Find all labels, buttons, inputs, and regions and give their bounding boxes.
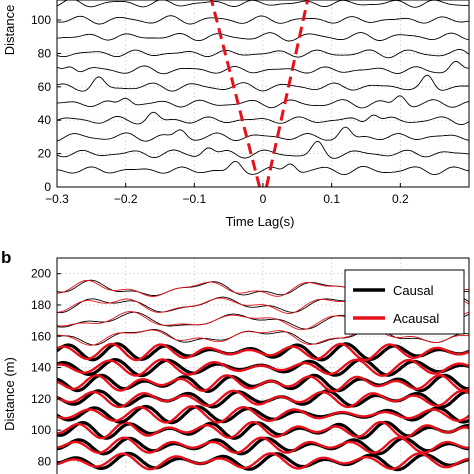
panel-b-acausal-trace bbox=[57, 420, 469, 440]
panel-b-frame bbox=[56, 257, 470, 474]
panel-a-trace bbox=[57, 15, 469, 25]
panel-a-x-tick-label: −0.2 bbox=[114, 192, 138, 206]
legend-box bbox=[344, 269, 465, 335]
legend-acausal-label: Acausal bbox=[393, 311, 439, 326]
panel-a-trace bbox=[57, 95, 469, 109]
panel-a-trace bbox=[57, 0, 469, 8]
panel-a-trace bbox=[57, 32, 469, 42]
panel-b-y-tick-label: 200 bbox=[31, 267, 51, 281]
legend: Causal Acausal bbox=[344, 269, 465, 335]
panel-a-trace bbox=[57, 140, 469, 159]
panel-a-x-tick-label: −0.1 bbox=[182, 192, 206, 206]
panel-b: b 80 100 120 140 160 180 200 Distance (m) Caus… bbox=[1, 248, 470, 474]
panel-b-letter: b bbox=[1, 248, 11, 267]
panel-a-x-tick-label: 0.2 bbox=[392, 192, 409, 206]
panel-a-trace bbox=[57, 160, 469, 176]
panel-a-x-tick-label: 0 bbox=[260, 192, 267, 206]
panel-b-causal-trace bbox=[57, 326, 469, 346]
panel-b-y-tick-label: 120 bbox=[31, 392, 51, 406]
panel-a-y-tick-label: 20 bbox=[38, 147, 52, 161]
panel-b-acausal-trace bbox=[57, 327, 469, 346]
legend-causal-label: Causal bbox=[393, 283, 434, 298]
panel-a-y-tick-label: 60 bbox=[38, 80, 52, 94]
panel-a-ticks: −0.3 −0.2 −0.1 0 0.1 0.2 0 20 40 60 80 100 bbox=[31, 13, 409, 206]
panel-b-acausal-trace bbox=[57, 452, 469, 471]
panel-b-y-tick-label: 80 bbox=[38, 454, 52, 468]
panel-a-traces bbox=[57, 0, 469, 176]
panel-a-y-tick-label: 0 bbox=[44, 180, 51, 194]
panel-b-acausal-trace bbox=[57, 436, 469, 454]
panel-a-trace bbox=[57, 49, 469, 59]
panel-a-y-axis-label: Distance bbox=[2, 5, 17, 56]
panel-a-moveout-line bbox=[210, 0, 262, 187]
panel-b-acausal-trace bbox=[57, 405, 469, 424]
panel-b-ticks: 80 100 120 140 160 180 200 bbox=[31, 267, 61, 468]
panel-a-x-tick-label: 0.1 bbox=[323, 192, 340, 206]
panel-b-y-tick-label: 100 bbox=[31, 423, 51, 437]
panel-a-moveout-lines bbox=[210, 0, 310, 187]
panel-b-acausal-trace bbox=[57, 389, 469, 409]
panel-b-y-tick-label: 160 bbox=[31, 329, 51, 343]
panel-b-causal-trace bbox=[57, 420, 469, 440]
panel-a: −0.3 −0.2 −0.1 0 0.1 0.2 0 20 40 60 80 100 Time Lag… bbox=[2, 0, 470, 229]
panel-a-trace bbox=[57, 126, 469, 142]
panel-a-trace bbox=[57, 111, 469, 126]
panel-a-y-tick-label: 80 bbox=[38, 46, 52, 60]
panel-b-y-tick-label: 180 bbox=[31, 298, 51, 312]
panel-b-acausal-trace bbox=[57, 358, 469, 377]
panel-b-acausal-trace bbox=[57, 342, 469, 362]
panel-a-y-tick-label: 100 bbox=[31, 13, 51, 27]
panel-b-y-tick-label: 140 bbox=[31, 361, 51, 375]
panel-a-x-tick-label: −0.3 bbox=[45, 192, 69, 206]
panel-a-y-tick-label: 40 bbox=[38, 113, 52, 127]
panel-a-trace bbox=[57, 74, 469, 92]
panel-b-acausal-trace bbox=[57, 374, 469, 393]
panel-a-moveout-line bbox=[264, 0, 310, 187]
panel-b-traces bbox=[57, 279, 469, 472]
panel-b-y-axis-label: Distance (m) bbox=[2, 357, 17, 431]
panel-a-trace bbox=[57, 60, 469, 75]
panel-a-x-axis-label: Time Lag(s) bbox=[226, 214, 295, 229]
